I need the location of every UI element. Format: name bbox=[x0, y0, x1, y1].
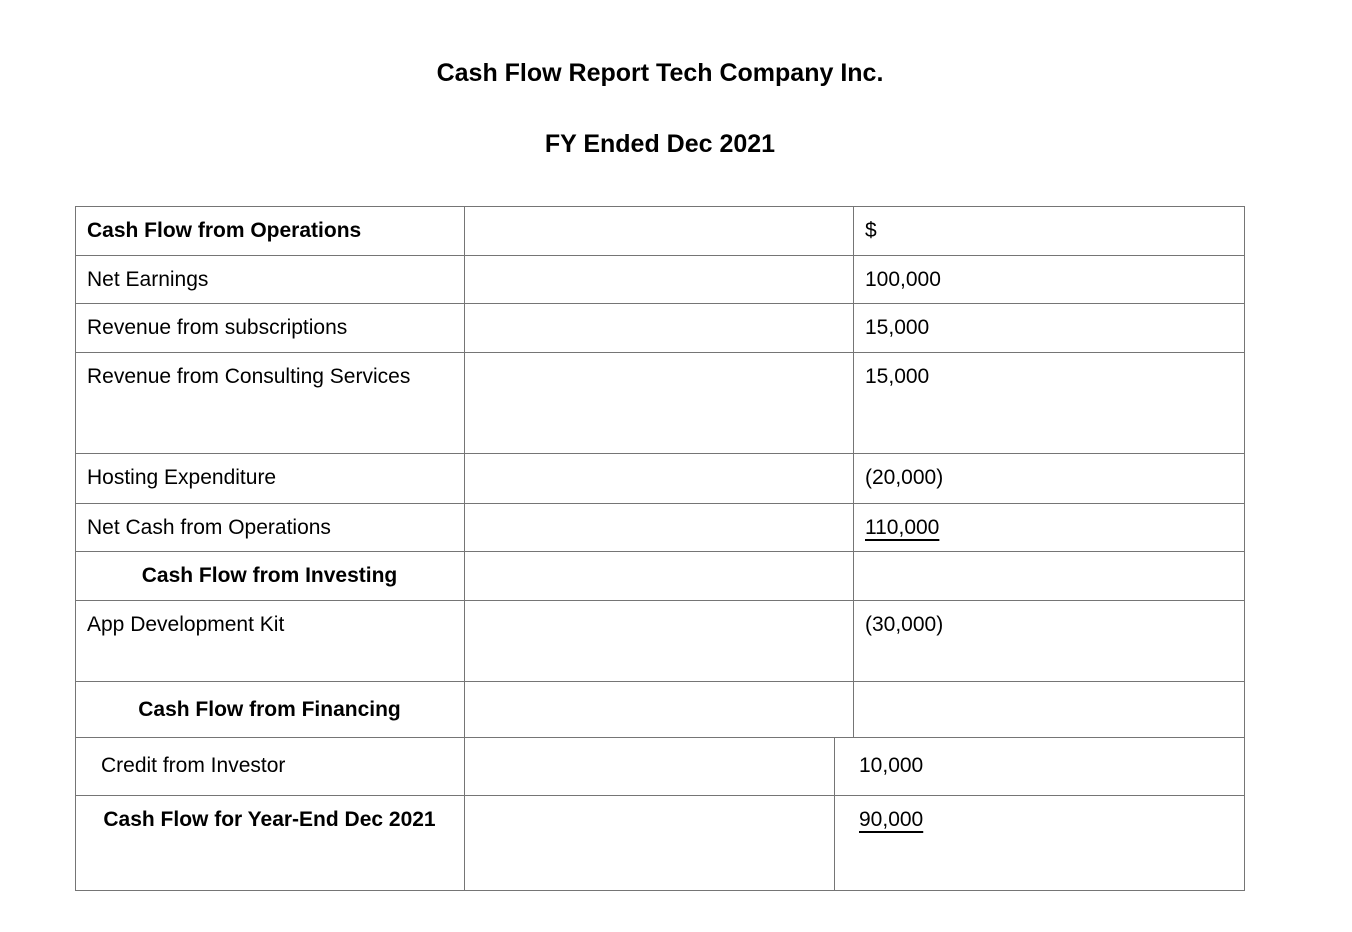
spacer-cell bbox=[465, 304, 854, 352]
label-cell: App Development Kit bbox=[76, 601, 465, 681]
label-cell: Hosting Expenditure bbox=[76, 454, 465, 503]
page-title: Cash Flow Report Tech Company Inc. bbox=[436, 59, 884, 87]
label-cell: Revenue from Consulting Services bbox=[76, 353, 465, 453]
table-row-net-cash-operations: Net Cash from Operations 110,000 bbox=[76, 504, 1245, 552]
table-row-app-dev-kit: App Development Kit (30,000) bbox=[76, 601, 1245, 682]
page-subtitle: FY Ended Dec 2021 bbox=[544, 130, 776, 158]
label-cell: Net Cash from Operations bbox=[76, 504, 465, 551]
label-cell: Revenue from subscriptions bbox=[76, 304, 465, 352]
table-row-subscriptions: Revenue from subscriptions 15,000 bbox=[76, 304, 1245, 353]
table-row-hosting: Hosting Expenditure (20,000) bbox=[76, 454, 1245, 504]
table-row-investing-header: Cash Flow from Investing bbox=[76, 552, 1245, 601]
spacer-cell bbox=[465, 796, 835, 890]
spacer-cell bbox=[465, 601, 854, 681]
label-cell: Cash Flow from Financing bbox=[76, 682, 465, 737]
value-cell: 15,000 bbox=[854, 304, 1245, 352]
spacer-cell bbox=[465, 454, 854, 503]
document-header: Cash Flow Report Tech Company Inc. FY En… bbox=[75, 0, 1245, 160]
value-cell: 110,000 bbox=[854, 504, 1245, 551]
spacer-cell bbox=[465, 738, 835, 795]
value-cell bbox=[854, 682, 1245, 737]
spacer-cell bbox=[465, 682, 854, 737]
table-row-financing-header: Cash Flow from Financing bbox=[76, 682, 1245, 738]
label-text: Cash Flow for Year-End Dec 2021 bbox=[103, 808, 436, 831]
table-row-year-end-total: Cash Flow for Year-End Dec 2021 90,000 bbox=[76, 796, 1245, 891]
value-cell: 100,000 bbox=[854, 256, 1245, 303]
label-cell: Credit from Investor bbox=[76, 738, 465, 795]
value-cell: 90,000 bbox=[835, 796, 1245, 890]
table-row-operations-header: Cash Flow from Operations $ bbox=[76, 207, 1245, 256]
cash-flow-table: Cash Flow from Operations $ Net Earnings… bbox=[75, 206, 1245, 891]
label-cell: Cash Flow from Investing bbox=[76, 552, 465, 600]
value-cell: 15,000 bbox=[854, 353, 1245, 453]
table-row-consulting: Revenue from Consulting Services 15,000 bbox=[76, 353, 1245, 454]
label-cell: Net Earnings bbox=[76, 256, 465, 303]
table-row-net-earnings: Net Earnings 100,000 bbox=[76, 256, 1245, 304]
value-cell: (30,000) bbox=[854, 601, 1245, 681]
label-cell: Cash Flow from Operations bbox=[76, 207, 465, 255]
value-cell: (20,000) bbox=[854, 454, 1245, 503]
value-cell: 10,000 bbox=[835, 738, 1245, 795]
value-cell: $ bbox=[854, 207, 1245, 255]
table-row-credit-investor: Credit from Investor 10,000 bbox=[76, 738, 1245, 796]
spacer-cell bbox=[465, 353, 854, 453]
label-cell: Cash Flow for Year-End Dec 2021 bbox=[76, 796, 465, 890]
spacer-cell bbox=[465, 256, 854, 303]
spacer-cell bbox=[465, 207, 854, 255]
spacer-cell bbox=[465, 552, 854, 600]
value-cell bbox=[854, 552, 1245, 600]
spacer-cell bbox=[465, 504, 854, 551]
